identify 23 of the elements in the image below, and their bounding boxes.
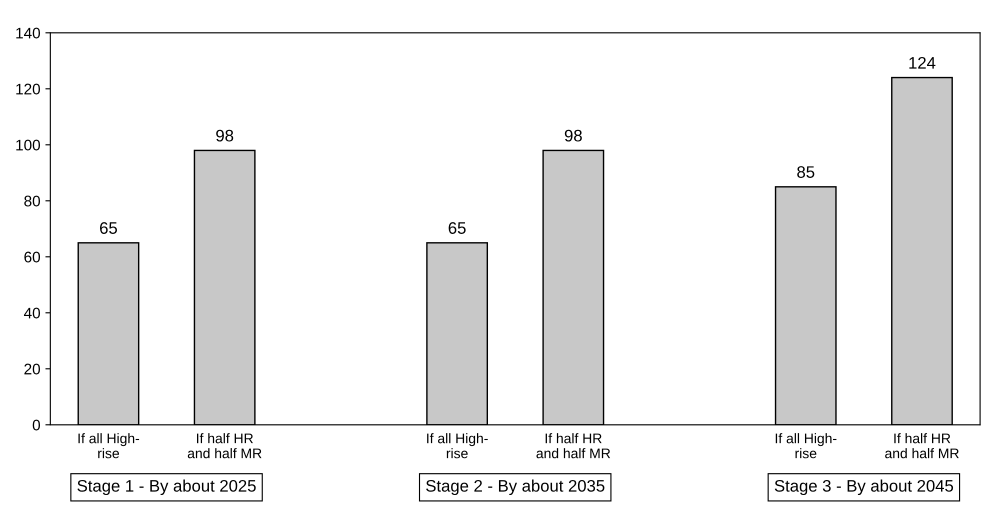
data-label: 98 [564, 130, 582, 142]
y-tick-label: 80 [24, 196, 40, 206]
text: Stage 3 - By about 2045 [774, 480, 954, 496]
y-tick-label: 100 [16, 140, 40, 150]
x-tick-label: If half HR and half MR [536, 433, 610, 458]
y-tick-label: 20 [24, 364, 40, 374]
text: Stage 2 - By about 2035 [426, 480, 604, 496]
data-label: 65 [100, 222, 118, 234]
y-tick-label: 40 [24, 308, 40, 318]
y-tick-label: 60 [24, 252, 40, 262]
x-tick-label: If all High- rise [78, 433, 140, 458]
data-label: 124 [909, 56, 936, 69]
y-tick-label: 140 [16, 28, 40, 38]
x-tick-label: If half HR and half MR [885, 433, 959, 458]
text: Stage 1 - By about 2025 [77, 480, 256, 496]
x-tick-label: If half HR and half MR [188, 433, 262, 458]
x-tick-label: If all High- rise [776, 433, 836, 458]
y-tick-label: 120 [16, 84, 40, 94]
x-tick-label: If all High- rise [427, 433, 488, 458]
data-label: 65 [448, 222, 466, 234]
y-tick-label: 0 [32, 420, 40, 430]
data-label: 85 [797, 166, 814, 178]
data-label: 98 [216, 130, 234, 142]
